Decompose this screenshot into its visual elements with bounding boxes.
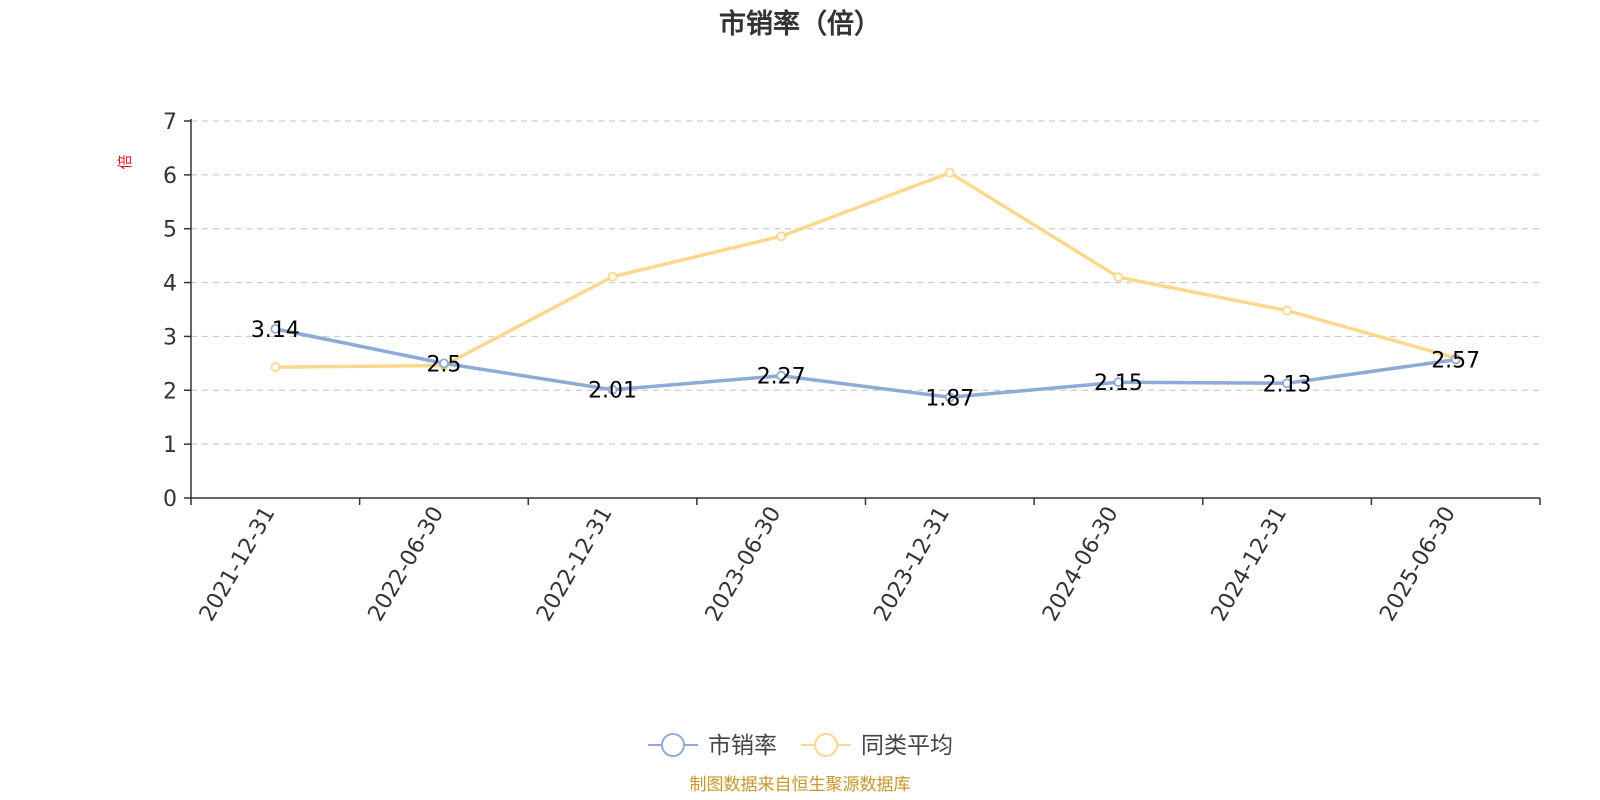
data-point[interactable]: [270, 323, 281, 334]
data-point[interactable]: [1113, 377, 1124, 388]
y-tick-label: 3: [163, 325, 177, 350]
x-tick-label: 2024-12-31: [1207, 503, 1293, 626]
legend-marker-icon: [661, 733, 685, 757]
data-label: 2.01: [588, 379, 637, 404]
x-tick-label: 2025-06-30: [1375, 503, 1461, 626]
data-point[interactable]: [944, 392, 955, 403]
y-tick-label: 7: [163, 110, 177, 135]
data-label: 1.87: [925, 386, 974, 411]
y-tick-label: 6: [163, 164, 177, 189]
series-line: [275, 170, 1457, 369]
x-tick-label: 2021-12-31: [195, 503, 281, 626]
x-tick-label: 2022-12-31: [532, 503, 618, 626]
data-label: 2.27: [757, 365, 806, 390]
data-label: 2.15: [1094, 371, 1143, 396]
data-source-note: 制图数据来自恒生聚源数据库: [690, 775, 911, 795]
data-point[interactable]: [607, 271, 618, 282]
series-line: [274, 327, 1456, 400]
x-tick-label: 2023-12-31: [869, 503, 955, 626]
data-label: 2.13: [1263, 372, 1312, 397]
y-tick-label: 1: [163, 433, 177, 458]
data-label: 2.5: [426, 352, 461, 377]
legend-marker-icon: [814, 733, 838, 757]
series-average: [270, 167, 1461, 373]
series-primary: [270, 323, 1461, 403]
data-point[interactable]: [270, 362, 281, 373]
y-tick-label: 2: [163, 379, 177, 404]
data-label: 3.14: [251, 318, 300, 343]
x-tick-label: 2024-06-30: [1038, 503, 1124, 626]
legend[interactable]: 市销率 同类平均: [648, 733, 953, 759]
data-point[interactable]: [776, 231, 787, 242]
series-lines: 3.14 2.5 2.01 2.27 1.87 2.15 2.13 2.57: [251, 167, 1480, 411]
data-point[interactable]: [1282, 305, 1292, 316]
legend-item-average[interactable]: 同类平均: [801, 733, 953, 759]
y-axis-label: 倍: [116, 154, 134, 169]
data-label: 2.57: [1431, 349, 1480, 374]
y-tick-label: 5: [163, 218, 177, 243]
data-point[interactable]: [439, 358, 449, 369]
data-point[interactable]: [1450, 354, 1461, 365]
data-point[interactable]: [776, 370, 787, 381]
grid-lines: [191, 120, 1540, 445]
x-tick-label: 2022-06-30: [364, 503, 450, 626]
data-point[interactable]: [944, 167, 955, 178]
data-point[interactable]: [1113, 272, 1124, 283]
data-point[interactable]: [1282, 378, 1292, 389]
legend-label: 同类平均: [861, 733, 953, 759]
legend-label: 市销率: [708, 733, 777, 759]
x-tick-label: 2023-06-30: [701, 503, 787, 626]
legend-item-primary[interactable]: 市销率: [648, 733, 777, 759]
data-point[interactable]: [607, 384, 618, 395]
y-tick-label: 0: [163, 487, 177, 512]
chart-title: 市销率（倍）: [719, 8, 881, 40]
y-tick-label: 4: [163, 272, 177, 297]
